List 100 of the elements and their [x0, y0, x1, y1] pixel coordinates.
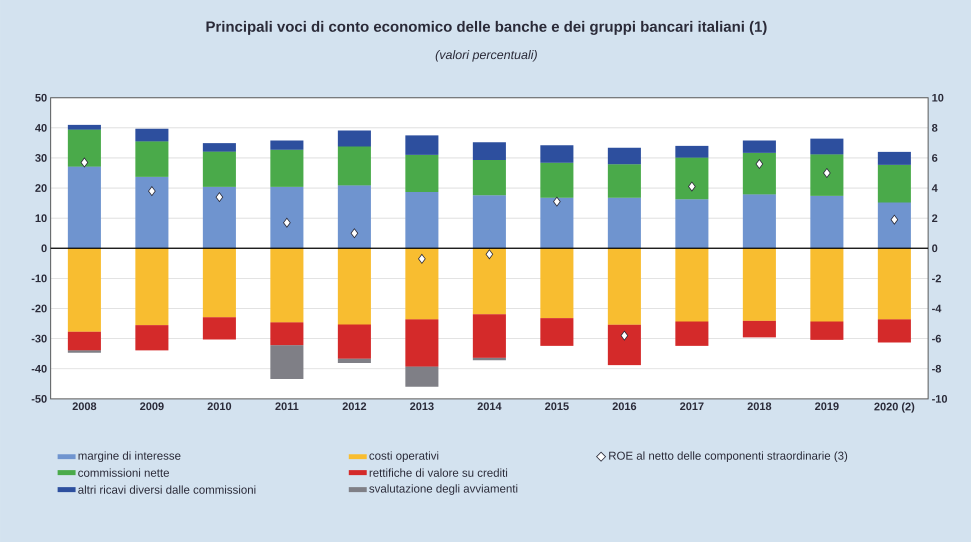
bar [135, 128, 168, 142]
bar [405, 319, 438, 366]
bar [878, 202, 911, 248]
x-tick-label: 2017 [680, 402, 704, 410]
y2-tick-label: 6 [932, 154, 938, 162]
bar [810, 321, 844, 340]
bar [338, 185, 371, 248]
bar [68, 129, 101, 166]
y-tick-label: -30 [32, 334, 47, 342]
bar [472, 248, 506, 314]
bar [338, 358, 371, 363]
point [823, 168, 831, 178]
point [890, 214, 898, 224]
x-tick-label: 2011 [275, 402, 298, 410]
y2-tick-label: 0 [932, 244, 938, 252]
legend-label: costi operativi [369, 451, 438, 462]
bar [68, 350, 101, 353]
bar [270, 140, 304, 150]
bar [202, 151, 236, 187]
point [486, 249, 494, 259]
bar [270, 150, 304, 187]
bar [202, 142, 236, 152]
x-tick-label: 2009 [140, 402, 164, 410]
bar [338, 146, 371, 186]
bar [675, 321, 708, 346]
y2-tick-label: -8 [932, 364, 942, 372]
chart-title: Principali voci di conto economico delle banche e dei gruppi bancari italiani (1) [206, 20, 767, 35]
y-tick-label: 20 [35, 184, 47, 192]
point [283, 218, 291, 228]
bar [675, 248, 708, 322]
x-tick-label: 2015 [545, 402, 569, 410]
legend-label: rettifiche di valore su crediti [370, 468, 508, 477]
bar [405, 248, 438, 320]
point [418, 254, 426, 264]
y2-tick-label: -10 [932, 394, 948, 403]
x-tick-label: 2012 [342, 402, 366, 410]
bar [675, 146, 708, 158]
bar [472, 142, 506, 160]
bar [270, 345, 304, 379]
bar [472, 160, 506, 196]
bar [675, 157, 708, 199]
point [148, 186, 156, 196]
y-tick-label: 30 [35, 154, 47, 162]
bar [135, 248, 168, 325]
bar [135, 176, 168, 248]
point [553, 196, 561, 206]
bar [810, 154, 844, 196]
y-tick-label: 0 [41, 244, 47, 252]
bar [540, 197, 574, 248]
y2-tick-label: 4 [932, 184, 938, 192]
bar [202, 248, 236, 318]
bar [405, 192, 438, 248]
y2-tick-label: 8 [932, 124, 938, 132]
bar [68, 124, 101, 130]
x-tick-label: 2018 [748, 402, 772, 410]
bar [608, 197, 641, 248]
y2-tick-label: 10 [932, 94, 944, 102]
bar [608, 248, 641, 325]
bar [405, 135, 438, 155]
legend-label: ROE al netto delle componenti straordinarie (3) [609, 451, 848, 462]
bar [878, 152, 911, 165]
bar [338, 324, 371, 359]
y-tick-label: -50 [32, 394, 47, 403]
bar [810, 138, 844, 154]
bar [202, 186, 236, 248]
y-tick-label: 40 [35, 124, 47, 132]
bar [878, 319, 911, 342]
bar [878, 248, 911, 320]
bar [675, 198, 708, 248]
legend-label: margine di interesse [78, 451, 180, 462]
point [620, 330, 628, 340]
bar [472, 358, 506, 360]
bar [68, 166, 101, 248]
bar [472, 195, 506, 248]
bar [68, 331, 101, 350]
x-tick-label: 2010 [208, 402, 232, 410]
y-tick-label: 10 [36, 214, 47, 222]
x-tick-label: 2019 [815, 402, 839, 410]
legend-label: svalutazione degli avviamenti [369, 484, 518, 495]
y-tick-label: -40 [32, 364, 47, 372]
bar [810, 196, 844, 248]
bar [540, 248, 574, 318]
x-tick-label: 2014 [478, 402, 502, 410]
x-tick-label: 2020 (2) [874, 402, 914, 412]
bar [742, 320, 776, 338]
y2-tick-label: -4 [932, 304, 942, 312]
y-tick-label: -20 [32, 304, 47, 312]
bar [742, 140, 776, 153]
bar [540, 162, 574, 198]
x-tick-label: 2013 [410, 402, 434, 410]
y-tick-label: -10 [32, 274, 47, 282]
bar [270, 186, 304, 248]
x-tick-label: 2016 [612, 402, 636, 410]
bar [68, 248, 101, 332]
bar [270, 248, 304, 322]
bar [608, 164, 641, 198]
bar [742, 248, 776, 321]
bar [135, 324, 168, 350]
bar [608, 324, 641, 365]
legend-label: commissioni nette [78, 468, 169, 477]
